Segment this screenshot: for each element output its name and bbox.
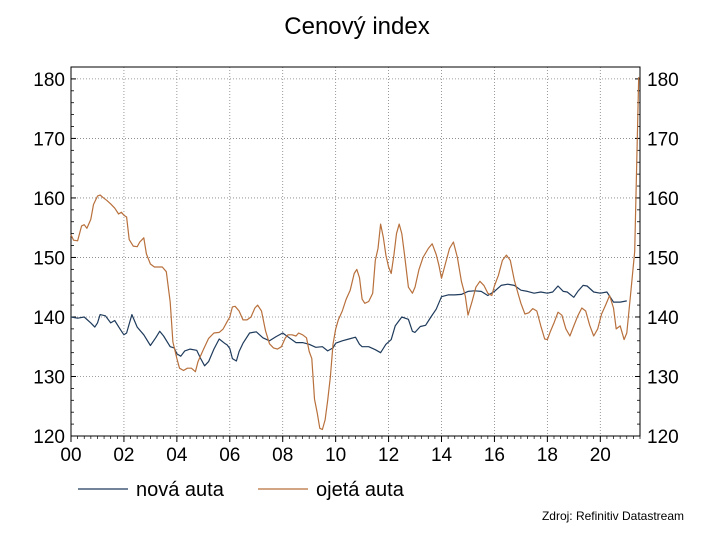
right-y-axis: 120 130 140 150 160 170 180 [635, 70, 679, 448]
x-tick-label: 06 [219, 445, 240, 466]
plot-area-frame [70, 66, 641, 437]
left-y-tick-label: 130 [33, 367, 65, 388]
left-y-tick-label: 180 [33, 70, 65, 91]
left-y-axis: 120 130 140 150 160 170 180 [33, 70, 76, 448]
x-axis: 00 02 04 06 08 10 12 14 16 18 20 [60, 436, 641, 466]
x-tick-label: 14 [431, 445, 453, 466]
left-y-tick-label: 120 [33, 427, 65, 448]
left-y-tick-label: 160 [33, 189, 65, 210]
x-tick-label: 02 [113, 445, 134, 466]
left-y-tick-label: 170 [33, 129, 65, 150]
right-y-tick-label: 160 [647, 189, 679, 210]
grid-lines [70, 67, 640, 437]
x-tick-label: 16 [484, 445, 505, 466]
right-y-tick-label: 120 [647, 427, 679, 448]
source-note: Zdroj: Refinitiv Datastream [542, 509, 684, 523]
left-y-tick-label: 150 [33, 248, 65, 269]
series-line-new-cars [70, 283, 627, 367]
series-line-used-cars [70, 77, 640, 431]
x-tick-label: 20 [590, 445, 611, 466]
x-tick-label: 18 [537, 445, 558, 466]
x-tick-label: 10 [325, 445, 346, 466]
chart-title: Cenový index [284, 13, 429, 40]
x-tick-label: 04 [166, 445, 188, 466]
x-tick-label: 12 [378, 445, 399, 466]
right-y-tick-label: 170 [647, 129, 679, 150]
series-layer [70, 77, 640, 431]
legend-label-new-cars: nová auta [136, 479, 225, 501]
legend-label-used-cars: ojetá auta [316, 479, 405, 501]
right-y-tick-label: 180 [647, 70, 679, 91]
right-y-tick-label: 150 [647, 248, 679, 269]
legend: nová auta ojetá auta [78, 479, 405, 501]
right-y-tick-label: 130 [647, 367, 679, 388]
right-y-tick-label: 140 [647, 308, 679, 329]
left-y-tick-label: 140 [33, 308, 65, 329]
x-tick-label: 00 [60, 445, 81, 466]
x-tick-label: 08 [272, 445, 293, 466]
